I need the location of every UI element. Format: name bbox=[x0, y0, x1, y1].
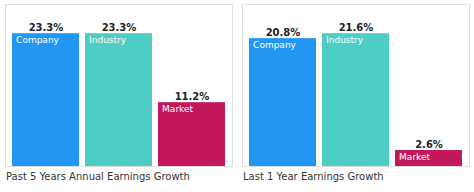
svg-text:23.3%: 23.3% bbox=[29, 22, 64, 33]
svg-text:2.6%: 2.6% bbox=[415, 139, 443, 150]
svg-text:11.2%: 11.2% bbox=[175, 91, 210, 102]
svg-text:Market: Market bbox=[399, 152, 430, 162]
html-text:Past 5 Years Annual Earnings G: Past 5 Years Annual Earnings Growth bbox=[6, 171, 190, 182]
svg-text:Company: Company bbox=[16, 35, 59, 45]
svg-text:23.3%: 23.3% bbox=[102, 22, 137, 33]
svg-text:Company: Company bbox=[253, 40, 296, 50]
svg-text:Industry: Industry bbox=[89, 35, 127, 45]
svg-text:21.6%: 21.6% bbox=[339, 22, 374, 33]
svg-text:Industry: Industry bbox=[326, 35, 364, 45]
html-text:Last 1 Year Earnings Growth: Last 1 Year Earnings Growth bbox=[243, 171, 384, 182]
svg-text:20.8%: 20.8% bbox=[266, 27, 301, 38]
svg-text:Market: Market bbox=[162, 104, 193, 114]
